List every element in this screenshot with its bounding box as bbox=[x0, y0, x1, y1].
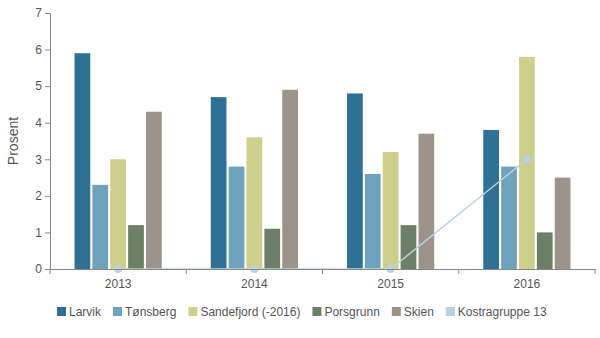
legend-swatch bbox=[312, 307, 321, 316]
bar bbox=[501, 167, 517, 269]
bar-series bbox=[110, 57, 534, 269]
tick-mark bbox=[45, 123, 50, 124]
legend-swatch bbox=[113, 307, 122, 316]
legend-item: Kostragruppe 13 bbox=[446, 305, 547, 319]
separator bbox=[186, 269, 187, 274]
tick: 7 bbox=[35, 6, 50, 20]
tick-mark bbox=[45, 13, 50, 14]
tick-label: 2016 bbox=[514, 277, 541, 291]
legend-label: Kostragruppe 13 bbox=[458, 305, 547, 319]
category-separators bbox=[50, 269, 595, 274]
tick-mark bbox=[45, 50, 50, 51]
marks bbox=[75, 53, 571, 273]
bar bbox=[92, 185, 108, 269]
tick: 2014 bbox=[241, 269, 268, 291]
tick: 5 bbox=[35, 79, 50, 93]
bar-series bbox=[146, 90, 570, 269]
tick: 3 bbox=[35, 153, 50, 167]
bar bbox=[264, 229, 280, 269]
legend-label: Larvik bbox=[69, 305, 102, 319]
legend-label: Sandefjord (-2016) bbox=[200, 305, 300, 319]
legend-item: Sandefjord (-2016) bbox=[188, 305, 300, 319]
tick: 2 bbox=[35, 189, 50, 203]
tick-mark bbox=[45, 196, 50, 197]
bar bbox=[365, 174, 381, 269]
bar bbox=[483, 130, 499, 269]
bar bbox=[110, 159, 126, 269]
tick: 0 bbox=[35, 262, 50, 276]
bar-series bbox=[75, 53, 499, 269]
line bbox=[118, 159, 527, 269]
legend: Larvik Tønsberg Sandefjord (-2016) Porsgrun… bbox=[57, 305, 547, 319]
axis-line bbox=[45, 14, 51, 270]
legend-swatch bbox=[446, 307, 455, 316]
chart: 0 1 2 3 4 5 6 7 2013 2014 2015 2016 Prosent Larvik Tøn… bbox=[0, 0, 600, 338]
y-axis-title: Prosent bbox=[5, 117, 21, 165]
tick-label: 2015 bbox=[377, 277, 404, 291]
legend-item: Porsgrunn bbox=[312, 305, 379, 319]
legend-label: Porsgrunn bbox=[324, 305, 379, 319]
bar bbox=[555, 178, 571, 269]
legend-swatch bbox=[57, 307, 66, 316]
legend-label: Tønsberg bbox=[125, 305, 176, 319]
markers bbox=[114, 155, 531, 273]
tick-label: 2 bbox=[35, 189, 42, 203]
separator bbox=[458, 269, 459, 274]
tick-label: 2013 bbox=[105, 277, 132, 291]
tick-label: 5 bbox=[35, 79, 42, 93]
separator bbox=[50, 269, 51, 274]
plot: 0 1 2 3 4 5 6 7 2013 2014 2015 2016 bbox=[35, 6, 595, 290]
bar bbox=[537, 232, 553, 269]
tick: 4 bbox=[35, 116, 50, 130]
legend-item: Tønsberg bbox=[113, 305, 176, 319]
tick: 1 bbox=[35, 226, 50, 240]
bar bbox=[229, 167, 245, 269]
tick: 2013 bbox=[105, 269, 132, 291]
bar bbox=[383, 152, 399, 269]
bar bbox=[247, 137, 263, 269]
bar-series bbox=[128, 225, 552, 269]
tick-mark bbox=[45, 86, 50, 87]
tick: 2016 bbox=[514, 269, 541, 291]
tick: 2015 bbox=[377, 269, 404, 291]
bar bbox=[75, 53, 91, 269]
separator bbox=[595, 269, 596, 274]
legend-label: Skien bbox=[404, 305, 434, 319]
legend-item: Skien bbox=[392, 305, 434, 319]
tick-mark bbox=[45, 269, 50, 270]
tick-label: 1 bbox=[35, 226, 42, 240]
bar bbox=[146, 112, 162, 269]
tick-label: 2014 bbox=[241, 277, 268, 291]
bar bbox=[282, 90, 298, 269]
tick-label: 4 bbox=[35, 116, 42, 130]
y-axis: 0 1 2 3 4 5 6 7 bbox=[35, 6, 50, 276]
tick-label: 3 bbox=[35, 153, 42, 167]
tick-label: 7 bbox=[35, 6, 42, 20]
bar bbox=[347, 93, 363, 269]
separator bbox=[322, 269, 323, 274]
tick-label: 0 bbox=[35, 262, 42, 276]
tick: 6 bbox=[35, 43, 50, 57]
tick-mark bbox=[45, 232, 50, 233]
bar bbox=[419, 134, 435, 269]
bar bbox=[128, 225, 144, 269]
legend-swatch bbox=[392, 307, 401, 316]
tick-mark bbox=[45, 159, 50, 160]
legend-item: Larvik bbox=[57, 305, 102, 319]
bar bbox=[401, 225, 417, 269]
bar bbox=[211, 97, 227, 269]
legend-swatch bbox=[188, 307, 197, 316]
marker bbox=[523, 155, 531, 163]
tick-label: 6 bbox=[35, 43, 42, 57]
x-axis: 2013 2014 2015 2016 bbox=[50, 269, 596, 291]
